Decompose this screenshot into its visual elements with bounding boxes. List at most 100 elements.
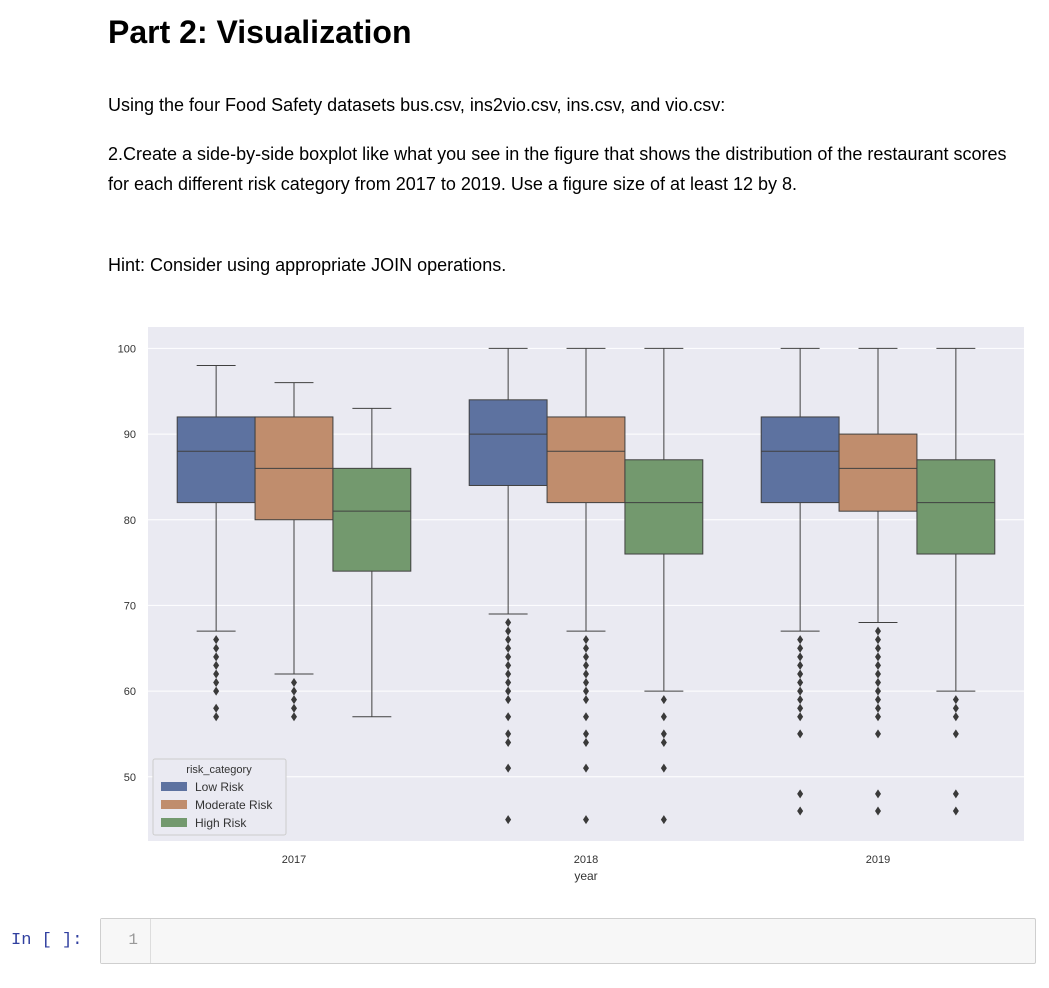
outlier-point [660,763,667,773]
box [760,416,840,504]
outlier-point [875,712,881,722]
legend-swatch [161,782,187,791]
outlier-point [505,737,512,747]
outlier-point [505,635,512,645]
outlier-point [583,815,589,825]
outlier-point [583,763,589,773]
outlier-point [505,712,512,722]
outlier-point [797,660,804,670]
x-tick-label: 2019 [866,854,890,866]
legend-swatch [161,818,187,827]
outlier-point [583,643,589,653]
y-tick-label: 80 [124,515,136,527]
outlier-point [952,703,959,713]
outlier-point [660,695,667,705]
outlier-point [583,660,589,670]
outlier-point [797,686,804,696]
outlier-point [505,652,512,662]
outlier-point [952,789,959,799]
outlier-point [797,635,804,645]
outlier-point [875,626,881,636]
outlier-point [797,806,804,816]
outlier-point [291,712,297,722]
box [468,399,548,486]
instructions-paragraph: Using the four Food Safety datasets bus.… [108,95,726,115]
code-editor[interactable]: 1 [100,918,1036,964]
y-tick-label: 50 [124,772,136,784]
cell-prompt: In [ ]: [11,931,83,950]
outlier-point [213,652,220,662]
outlier-point [583,729,589,739]
outlier-point [505,669,512,679]
task-paragraph: 2.Create a side-by-side boxplot like wha… [108,144,1007,194]
code-cell[interactable]: In [ ]: 1 [0,918,1049,966]
outlier-point [797,703,804,713]
outlier-point [875,703,881,713]
line-number: 1 [128,931,138,949]
outlier-point [291,686,297,696]
y-tick-label: 60 [124,686,136,698]
outlier-point [797,789,804,799]
outlier-point [583,686,589,696]
outlier-point [505,618,512,628]
outlier-point [797,643,804,653]
outlier-point [505,643,512,653]
outlier-point [875,695,881,705]
box [332,467,412,572]
legend-swatch [161,800,187,809]
outlier-point [583,678,589,688]
legend-entry: Moderate Risk [195,798,273,812]
outlier-point [583,695,589,705]
outlier-point [291,678,297,688]
box [176,416,256,504]
outlier-point [875,789,881,799]
outlier-point [505,626,512,636]
outlier-point [875,686,881,696]
outlier-point [583,669,589,679]
outlier-point [660,737,667,747]
outlier-point [797,712,804,722]
outlier-point [797,678,804,688]
y-tick-label: 100 [118,343,136,355]
outlier-point [583,712,589,722]
outlier-point [213,669,220,679]
outlier-point [797,695,804,705]
outlier-point [875,660,881,670]
outlier-point [213,635,220,645]
legend-box [152,758,287,836]
outlier-point [875,729,881,739]
outlier-point [213,678,220,688]
outlier-point [875,652,881,662]
box [916,459,996,555]
section-heading: Part 2: Visualization [108,14,412,50]
outlier-point [660,712,667,722]
box [546,416,626,504]
outlier-point [505,678,512,688]
outlier-point [505,815,512,825]
outlier-point [952,695,959,705]
outlier-point [875,678,881,688]
outlier-point [583,737,589,747]
box [838,433,918,512]
outlier-point [291,703,297,713]
outlier-point [583,652,589,662]
outlier-point [213,643,220,653]
outlier-point [291,695,297,705]
outlier-point [875,806,881,816]
outlier-point [875,643,881,653]
legend-entry: Low Risk [195,780,245,794]
outlier-point [213,712,220,722]
outlier-point [952,712,959,722]
outlier-point [505,660,512,670]
outlier-point [583,635,589,645]
x-axis-label: year [574,869,597,883]
outlier-point [505,729,512,739]
x-tick-label: 2018 [574,854,598,866]
line-gutter: 1 [101,919,151,963]
outlier-point [797,652,804,662]
outlier-point [952,729,959,739]
box [624,459,704,555]
outlier-point [213,703,220,713]
legend-entry: High Risk [195,816,247,830]
outlier-point [875,635,881,645]
